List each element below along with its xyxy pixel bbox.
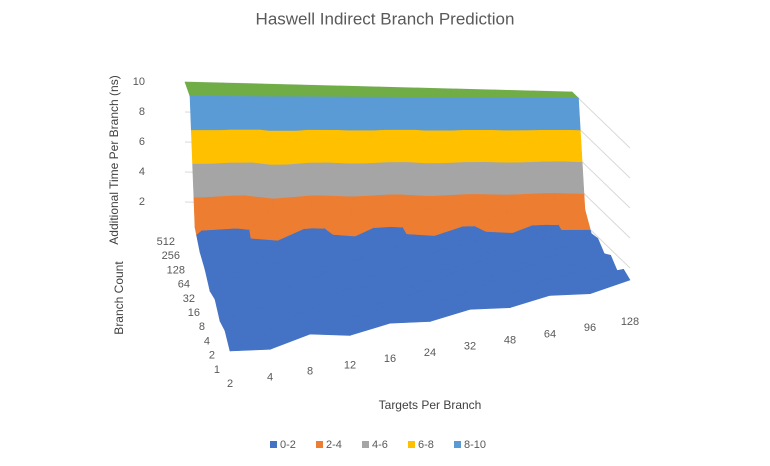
legend-label: 4-6 xyxy=(372,439,388,451)
legend-label: 0-2 xyxy=(280,439,296,451)
y-tick-label: 64 xyxy=(178,279,190,291)
x-tick-label: 32 xyxy=(464,341,476,353)
y-tick-label: 1 xyxy=(214,364,220,376)
y-tick-label: 128 xyxy=(167,264,185,276)
z-tick-label: 4 xyxy=(139,166,145,178)
y-tick-label: 2 xyxy=(209,350,215,362)
legend-swatch xyxy=(408,441,415,448)
surface-patch xyxy=(506,211,533,233)
x-tick-label: 64 xyxy=(544,328,556,340)
z-tick-label: 2 xyxy=(139,196,145,208)
z-tick-label: 8 xyxy=(139,106,145,118)
legend-swatch xyxy=(270,441,277,448)
legend: 0-2 2-4 4-6 6-8 8-10 xyxy=(270,439,486,451)
y-tick-label: 512 xyxy=(157,236,175,248)
surface-patch xyxy=(561,209,591,231)
x-tick-label: 96 xyxy=(584,322,596,334)
surface-patch xyxy=(570,97,581,131)
x-tick-label: 8 xyxy=(307,366,313,378)
y-axis-title: Branch Count xyxy=(112,261,126,335)
x-tick-label: 4 xyxy=(267,372,273,384)
legend-label: 2-4 xyxy=(326,439,342,451)
surface-patch xyxy=(589,268,631,295)
surface-patch xyxy=(194,227,202,235)
x-tick-label: 24 xyxy=(424,347,436,359)
surface-patch xyxy=(272,206,305,241)
legend-swatch xyxy=(316,441,323,448)
y-tick-label: 4 xyxy=(204,335,210,347)
z-tick-label: 6 xyxy=(139,136,145,148)
y-tick-label: 32 xyxy=(183,293,195,305)
chart-title: Haswell Indirect Branch Prediction xyxy=(256,9,515,28)
x-tick-label: 2 xyxy=(227,378,233,390)
surface-patch xyxy=(428,208,463,236)
y-tick-label: 8 xyxy=(199,321,205,333)
y-tick-label: 256 xyxy=(162,250,180,262)
z-tick-label: 10 xyxy=(133,76,145,88)
x-tick-label: 16 xyxy=(384,353,396,365)
z-axis-title: Additional Time Per Branch (ns) xyxy=(107,75,121,244)
tick-labels: 2468101248163264128256512248121624324864… xyxy=(133,76,639,390)
x-tick-label: 12 xyxy=(344,359,356,371)
legend-label: 8-10 xyxy=(464,439,486,451)
legend-swatch xyxy=(362,441,369,448)
legend-label: 6-8 xyxy=(418,439,434,451)
surface-patch xyxy=(350,215,374,237)
x-tick-label: 128 xyxy=(621,316,639,328)
legend-swatch xyxy=(454,441,461,448)
surface xyxy=(184,81,631,352)
y-tick-label: 16 xyxy=(188,307,200,319)
x-axis-title: Targets Per Branch xyxy=(379,398,482,412)
x-tick-label: 48 xyxy=(504,335,516,347)
